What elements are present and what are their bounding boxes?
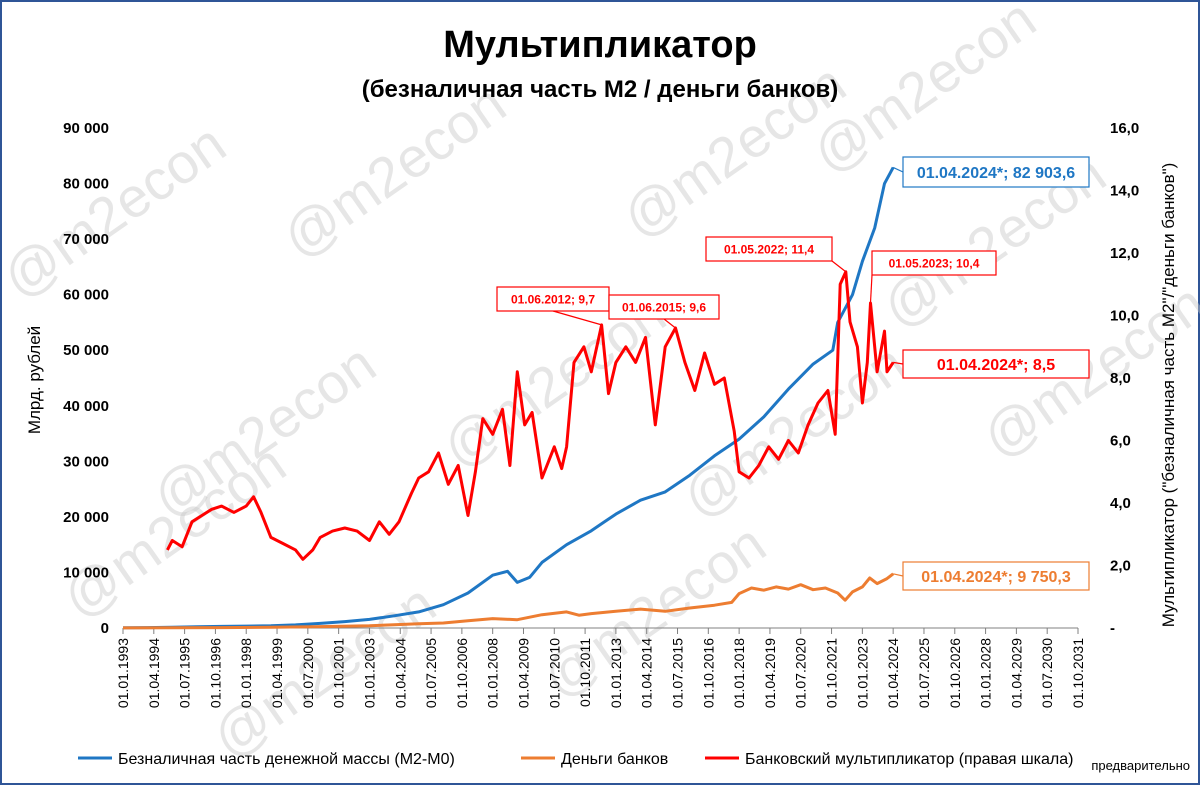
left-tick-label: 70 000 bbox=[63, 231, 109, 248]
x-tick-label: 01.10.2001 bbox=[331, 638, 347, 708]
x-tick-label: 01.07.2025 bbox=[916, 638, 932, 708]
x-tick-label: 01.07.2020 bbox=[793, 638, 809, 708]
x-tick-label: 01.07.2015 bbox=[670, 638, 686, 708]
annotation-box bbox=[902, 561, 1090, 591]
x-tick-label: 01.07.1995 bbox=[177, 638, 193, 708]
annotation-label: 01.04.2024*; 9 750,3 bbox=[921, 569, 1071, 586]
left-tick-label: 30 000 bbox=[63, 453, 109, 470]
left-axis-label: Млрд. рублей bbox=[25, 326, 44, 434]
x-tick-label: 01.07.2000 bbox=[300, 638, 316, 708]
annotation-box bbox=[871, 250, 997, 276]
x-tick-label: 01.04.1999 bbox=[269, 638, 285, 708]
x-tick-label: 01.01.2018 bbox=[731, 638, 747, 708]
annotation-label: 01.05.2023; 10,4 bbox=[889, 256, 980, 270]
legend-label: Деньги банков bbox=[561, 751, 668, 768]
x-tick-label: 01.01.2028 bbox=[978, 638, 994, 708]
right-tick-label: 2,0 bbox=[1110, 558, 1131, 575]
x-tick-label: 01.04.2019 bbox=[762, 638, 778, 708]
annotation-leader bbox=[869, 274, 873, 304]
left-tick-label: 40 000 bbox=[63, 398, 109, 415]
annotation-leader bbox=[893, 573, 904, 577]
x-tick-label: 01.10.1996 bbox=[207, 638, 223, 708]
left-tick-label: 0 bbox=[101, 620, 109, 637]
x-tick-label: 01.01.2003 bbox=[361, 638, 377, 708]
annotation-layer: 01.04.2024*; 82 903,6 01.04.2024*; 9 750,… bbox=[496, 156, 1090, 591]
x-tick-label: 01.07.2010 bbox=[546, 638, 562, 708]
annotation-leader bbox=[663, 318, 676, 329]
chart-title: Мультипликатор bbox=[443, 24, 757, 66]
right-tick-label: 4,0 bbox=[1110, 495, 1131, 512]
annotation-box bbox=[902, 349, 1090, 379]
right-tick-label: 12,0 bbox=[1110, 245, 1139, 262]
x-tick-label: 01.10.2021 bbox=[824, 638, 840, 708]
x-tick-label: 01.01.2013 bbox=[608, 638, 624, 708]
footnote: предварительно bbox=[1091, 758, 1190, 773]
right-axis-label: Мультипликатор ("безналичная часть М2"/"… bbox=[1159, 163, 1178, 628]
x-tick-label: 01.04.2029 bbox=[1008, 638, 1024, 708]
series-line-1 bbox=[122, 166, 895, 630]
legend-label: Банковский мультипликатор (правая шкала) bbox=[745, 751, 1073, 768]
x-tick-label: 01.04.1994 bbox=[146, 638, 162, 708]
chart-subtitle: (безналичная часть М2 / деньги банков) bbox=[362, 76, 839, 103]
legend: Безналичная часть денежной массы (М2-М0)… bbox=[78, 751, 1073, 768]
x-tick-label: 01.04.2009 bbox=[515, 638, 531, 708]
annotation-leader bbox=[831, 260, 847, 273]
x-tick-label: 01.10.2006 bbox=[454, 638, 470, 708]
right-axis-ticks: - 2,0 4,0 6,0 8,0 10,0 12,0 14,0 16,0 bbox=[1110, 120, 1139, 637]
right-tick-label: 8,0 bbox=[1110, 370, 1131, 387]
x-tick-label: 01.10.2011 bbox=[577, 638, 593, 707]
x-tick-label: 01.07.2005 bbox=[423, 638, 439, 708]
x-tick-label: 01.10.2026 bbox=[947, 638, 963, 708]
series-line-3 bbox=[166, 270, 895, 561]
x-tick-label: 01.04.2014 bbox=[639, 638, 655, 708]
left-tick-label: 90 000 bbox=[63, 120, 109, 137]
left-tick-label: 60 000 bbox=[63, 287, 109, 304]
annotation-label: 01.05.2022; 11,4 bbox=[724, 242, 814, 256]
left-tick-label: 80 000 bbox=[63, 176, 109, 193]
annotation-leader bbox=[892, 166, 904, 173]
x-tick-label: 01.01.2023 bbox=[854, 638, 870, 708]
left-tick-label: 20 000 bbox=[63, 509, 109, 526]
x-tick-label: 01.04.2004 bbox=[392, 638, 408, 708]
right-tick-label: 14,0 bbox=[1110, 183, 1139, 200]
x-tick-label: 01.01.1998 bbox=[238, 638, 254, 708]
legend-label: Безналичная часть денежной массы (М2-М0) bbox=[118, 751, 455, 768]
annotation-box bbox=[496, 286, 610, 312]
annotation-label: 01.06.2015; 9,6 bbox=[622, 300, 706, 314]
annotation-leader bbox=[552, 310, 602, 326]
annotation-box bbox=[902, 156, 1090, 188]
watermark-text: @m2econ bbox=[0, 111, 237, 309]
annotation-leader bbox=[893, 361, 904, 365]
series-layer bbox=[122, 166, 895, 630]
x-tick-label: 01.01.1993 bbox=[115, 638, 131, 708]
annotation-box bbox=[705, 236, 833, 262]
x-tick-label: 01.07.2030 bbox=[1039, 638, 1055, 708]
left-tick-label: 50 000 bbox=[63, 342, 109, 359]
x-tick-label: 01.10.2031 bbox=[1070, 638, 1086, 708]
left-tick-label: 10 000 bbox=[63, 564, 109, 581]
right-tick-label: 10,0 bbox=[1110, 308, 1139, 325]
left-axis-ticks: 0 10 000 20 000 30 000 40 000 50 000 60 000 70 … bbox=[63, 120, 109, 637]
x-tick-label: 01.04.2024 bbox=[885, 638, 901, 708]
right-tick-label: 6,0 bbox=[1110, 433, 1131, 450]
annotation-label: 01.06.2012; 9,7 bbox=[511, 292, 595, 306]
x-tick-label: 01.10.2016 bbox=[700, 638, 716, 708]
annotation-label: 01.04.2024*; 8,5 bbox=[937, 357, 1055, 374]
right-tick-label: - bbox=[1110, 620, 1115, 637]
annotation-label: 01.04.2024*; 82 903,6 bbox=[917, 165, 1075, 182]
x-axis-ticks: 01.01.1993 01.04.1994 01.07.1995 01.10.1996… bbox=[115, 628, 1086, 708]
x-tick-label: 01.01.2008 bbox=[485, 638, 501, 708]
annotation-box bbox=[608, 294, 720, 320]
series-line-2 bbox=[122, 572, 895, 630]
right-tick-label: 16,0 bbox=[1110, 120, 1139, 137]
